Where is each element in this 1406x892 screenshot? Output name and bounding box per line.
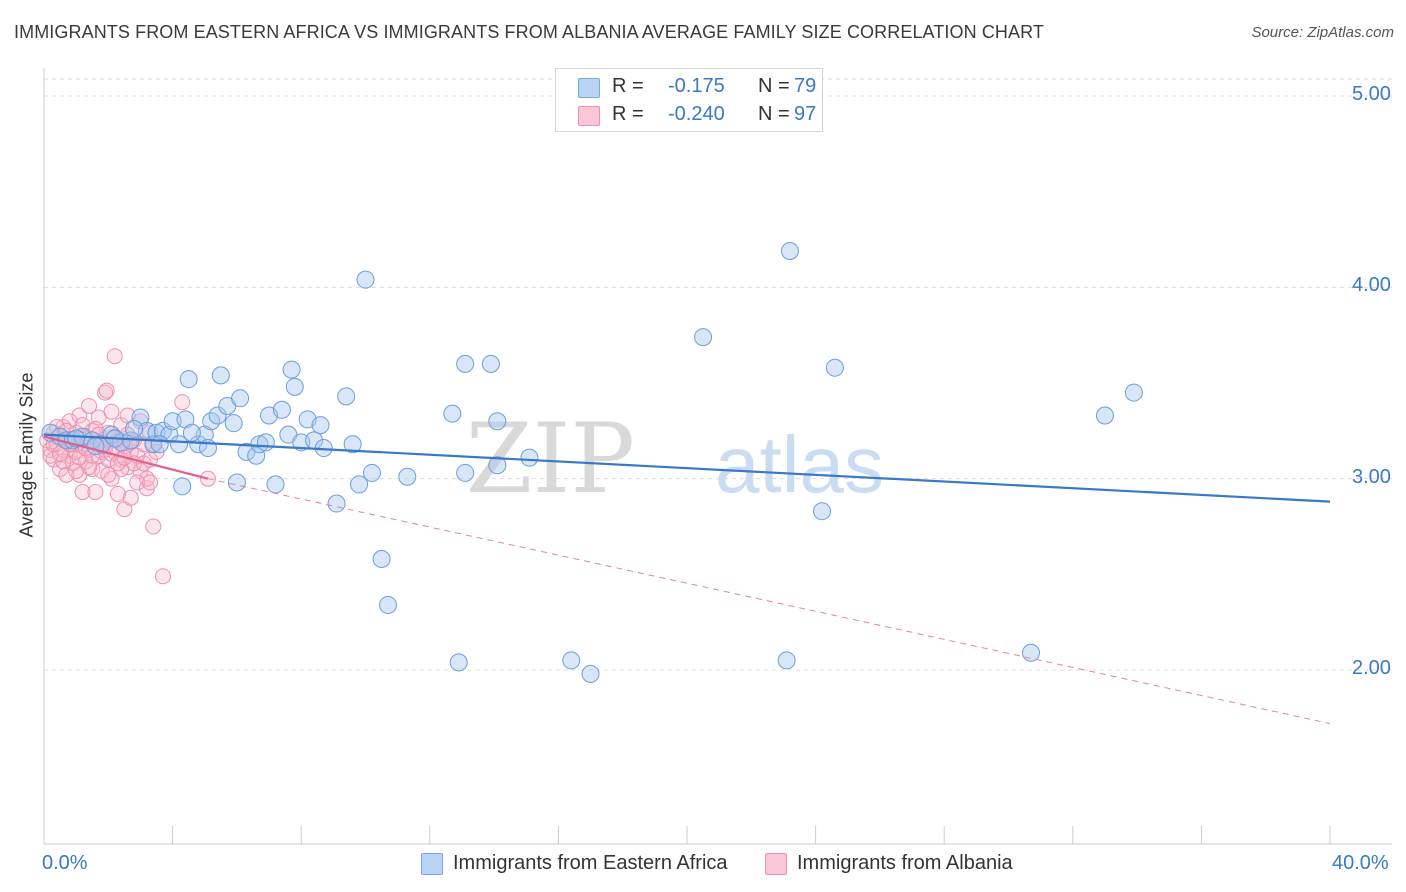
legend-r-value: -0.175 xyxy=(668,75,725,97)
point-eastern-africa xyxy=(173,477,192,496)
trend-line-eastern-africa xyxy=(43,433,1331,503)
point-albania xyxy=(154,568,171,585)
point-albania xyxy=(71,407,88,424)
point-eastern-africa xyxy=(170,435,189,454)
point-eastern-africa xyxy=(456,463,475,482)
point-eastern-africa xyxy=(160,425,179,444)
point-eastern-africa xyxy=(227,473,246,492)
point-eastern-africa xyxy=(182,423,201,442)
point-eastern-africa xyxy=(825,358,844,377)
point-eastern-africa xyxy=(179,370,198,389)
point-albania xyxy=(68,463,85,480)
source-label: Source: ZipAtlas.com xyxy=(1251,24,1394,41)
legend-series-name: Immigrants from Albania xyxy=(797,852,1013,874)
point-eastern-africa xyxy=(1095,406,1114,425)
trend-lines xyxy=(43,433,1331,725)
point-albania xyxy=(174,394,191,411)
legend-swatch-pink xyxy=(765,853,787,875)
legend-n-label: N = xyxy=(758,75,790,97)
legend-n-label: N = xyxy=(758,103,790,125)
point-eastern-africa xyxy=(780,241,799,260)
axes xyxy=(43,68,1392,845)
point-albania xyxy=(74,484,91,501)
y-tick-label: 3.00 xyxy=(1352,465,1391,488)
point-eastern-africa xyxy=(449,653,468,672)
legend-swatch-blue xyxy=(421,853,443,875)
point-eastern-africa xyxy=(231,389,250,408)
point-albania xyxy=(106,348,123,365)
y-tick-label: 2.00 xyxy=(1352,657,1391,679)
point-eastern-africa xyxy=(311,416,330,435)
point-eastern-africa xyxy=(327,494,346,513)
point-eastern-africa xyxy=(488,412,507,431)
point-eastern-africa xyxy=(266,475,285,494)
point-eastern-africa xyxy=(343,435,362,454)
point-albania xyxy=(145,518,162,535)
y-tick-label: 4.00 xyxy=(1352,274,1391,297)
point-eastern-africa xyxy=(208,406,227,425)
legend-n-value: 97 xyxy=(794,103,817,125)
point-eastern-africa xyxy=(150,435,169,454)
point-albania xyxy=(122,489,139,506)
point-eastern-africa xyxy=(443,404,462,423)
legend-swatch-pink xyxy=(578,106,600,126)
point-eastern-africa xyxy=(372,550,391,569)
point-eastern-africa xyxy=(562,651,581,670)
watermark-atlas: atlas xyxy=(715,420,884,509)
legend-swatch-blue xyxy=(578,78,600,98)
point-eastern-africa xyxy=(1022,643,1041,662)
point-eastern-africa xyxy=(285,377,304,396)
legend-r-label: R = xyxy=(612,75,644,97)
point-albania xyxy=(103,403,120,420)
point-eastern-africa xyxy=(337,387,356,406)
point-eastern-africa xyxy=(398,467,417,486)
y-tick-label: 5.00 xyxy=(1352,83,1391,105)
y-axis-label: Average Family Size xyxy=(16,372,37,538)
point-eastern-africa xyxy=(581,664,600,683)
chart-title: IMMIGRANTS FROM EASTERN AFRICA VS IMMIGR… xyxy=(14,22,1044,42)
point-eastern-africa xyxy=(250,435,269,454)
point-eastern-africa xyxy=(520,448,539,467)
point-eastern-africa xyxy=(272,400,291,419)
point-eastern-africa xyxy=(488,456,507,475)
correlation-legend: R = -0.175 N = 79 R = -0.240 N = 97 xyxy=(555,68,823,132)
legend-r-value: -0.240 xyxy=(668,103,725,125)
grid-lines xyxy=(44,78,1392,671)
point-eastern-africa xyxy=(694,328,713,347)
point-eastern-africa xyxy=(350,475,369,494)
x-tick-max: 40.0% xyxy=(1332,852,1389,874)
point-eastern-africa xyxy=(125,419,144,438)
point-eastern-africa xyxy=(211,366,230,385)
point-eastern-africa xyxy=(224,414,243,433)
point-eastern-africa xyxy=(456,354,475,373)
point-eastern-africa xyxy=(379,595,398,614)
point-albania xyxy=(129,474,146,491)
trend-line-albania xyxy=(43,435,209,480)
point-albania xyxy=(71,449,88,466)
point-eastern-africa xyxy=(356,270,375,289)
point-albania xyxy=(81,397,98,414)
point-albania xyxy=(98,382,115,399)
legend-r-label: R = xyxy=(612,103,644,125)
watermark: ZIP atlas xyxy=(466,403,884,515)
point-eastern-africa xyxy=(481,354,500,373)
x-tick-min: 0.0% xyxy=(42,852,88,874)
point-eastern-africa xyxy=(777,651,796,670)
point-eastern-africa xyxy=(247,446,266,465)
point-albania xyxy=(109,485,126,502)
point-eastern-africa xyxy=(282,360,301,379)
legend-n-value: 79 xyxy=(794,75,817,97)
point-eastern-africa xyxy=(256,433,275,452)
point-albania xyxy=(142,474,159,491)
point-eastern-africa xyxy=(813,502,832,521)
point-albania xyxy=(87,484,104,501)
trend-line-albania-extended xyxy=(207,478,1331,725)
legend-series-name: Immigrants from Eastern Africa xyxy=(453,852,728,874)
point-eastern-africa xyxy=(362,463,381,482)
point-eastern-africa xyxy=(1124,383,1143,402)
